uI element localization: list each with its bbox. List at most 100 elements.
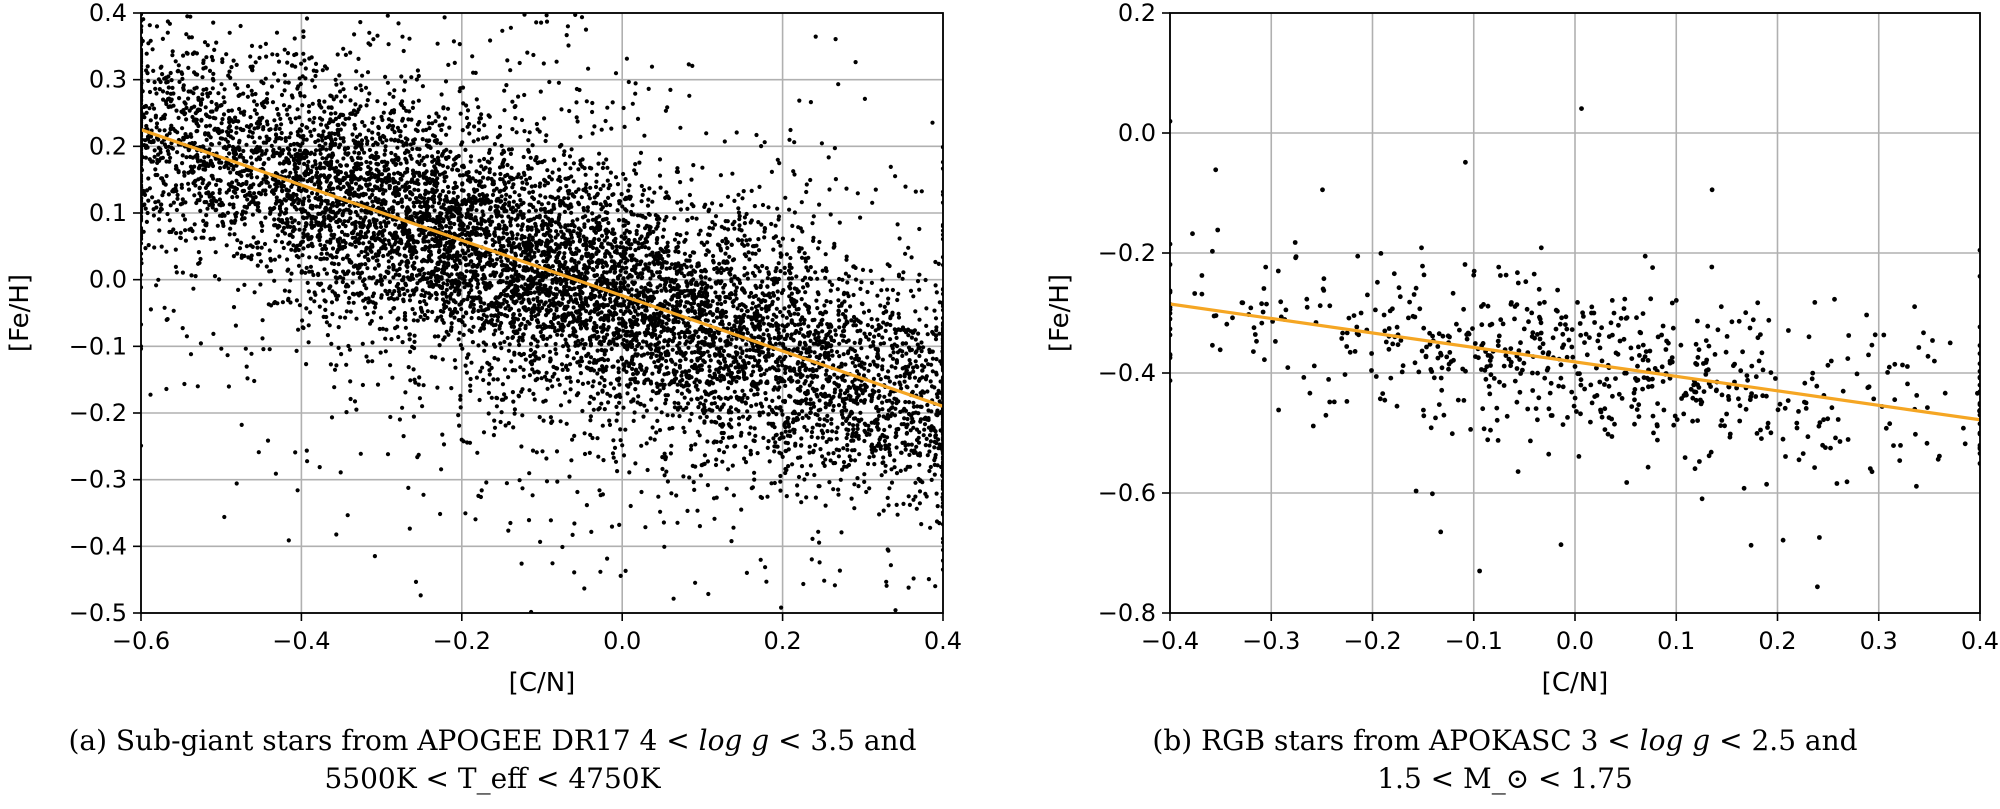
scatter-point (407, 337, 412, 342)
scatter-point (666, 253, 671, 258)
scatter-point (871, 454, 876, 459)
scatter-point (358, 451, 363, 456)
scatter-point (598, 569, 603, 574)
scatter-point (817, 417, 822, 422)
scatter-point (203, 65, 208, 70)
scatter-point (279, 130, 284, 136)
scatter-point (258, 282, 263, 287)
scatter-point (784, 315, 789, 320)
scatter-point (645, 203, 651, 208)
scatter-point (862, 366, 867, 371)
scatter-point (493, 296, 498, 301)
scatter-point (634, 228, 639, 234)
scatter-point (299, 61, 304, 66)
scatter-point (703, 252, 709, 257)
scatter-point (157, 128, 162, 133)
scatter-point (449, 321, 454, 326)
scatter-point (476, 127, 481, 132)
scatter-point (156, 217, 162, 222)
scatter-point (682, 304, 688, 309)
scatter-point (412, 204, 417, 209)
scatter-point (348, 379, 353, 384)
scatter-point (878, 341, 883, 346)
scatter-point (509, 165, 514, 170)
scatter-point (823, 266, 829, 271)
scatter-point (471, 139, 476, 144)
scatter-point (445, 165, 450, 170)
scatter-point (744, 342, 749, 347)
scatter-point (559, 229, 564, 234)
scatter-point (328, 111, 334, 116)
scatter-point (497, 323, 502, 328)
scatter-point (452, 157, 457, 162)
scatter-point (914, 383, 919, 389)
scatter-point (510, 335, 515, 340)
scatter-point (681, 425, 686, 430)
scatter-point (426, 271, 431, 276)
scatter-point (143, 145, 149, 150)
scatter-point (600, 217, 606, 222)
scatter-point (589, 529, 594, 535)
scatter-point (309, 133, 314, 138)
scatter-point (269, 84, 275, 89)
scatter-point (665, 343, 671, 348)
scatter-point (847, 454, 852, 459)
scatter-point (641, 414, 646, 419)
scatter-point (878, 377, 883, 382)
scatter-point (735, 306, 740, 311)
scatter-point (817, 560, 822, 565)
scatter-point (828, 458, 833, 463)
scatter-point (579, 254, 585, 259)
scatter-point (309, 191, 315, 196)
scatter-point (310, 164, 315, 169)
scatter-point (255, 245, 260, 250)
scatter-point (887, 424, 893, 429)
scatter-point (272, 278, 277, 283)
scatter-point (705, 483, 711, 488)
scatter-point (828, 300, 833, 305)
scatter-point (721, 290, 726, 295)
scatter-point (312, 299, 317, 304)
scatter-point (804, 189, 809, 195)
scatter-point (934, 290, 939, 295)
scatter-point (748, 451, 754, 456)
scatter-point (820, 329, 825, 334)
scatter-point (771, 293, 777, 298)
scatter-point (438, 141, 443, 146)
scatter-point (476, 137, 481, 142)
scatter-point (264, 148, 269, 153)
scatter-point (204, 213, 209, 218)
scatter-point (710, 226, 716, 231)
scatter-point (296, 221, 301, 226)
scatter-point (804, 495, 809, 500)
scatter-point (659, 410, 664, 415)
scatter-point (161, 190, 166, 195)
scatter-point (413, 579, 419, 585)
scatter-point (565, 354, 570, 359)
scatter-point (869, 428, 874, 433)
scatter-point (865, 355, 870, 360)
scatter-point (317, 465, 322, 470)
scatter-point (417, 194, 422, 199)
scatter-point (880, 407, 885, 412)
scatter-point (654, 353, 659, 358)
scatter-point (820, 385, 825, 390)
scatter-point (308, 296, 313, 301)
scatter-point (732, 389, 737, 394)
scatter-point (531, 196, 537, 202)
scatter-point (310, 78, 315, 83)
scatter-point (752, 426, 757, 431)
scatter-point (430, 169, 435, 174)
scatter-point (200, 92, 205, 97)
scatter-point (334, 82, 339, 87)
scatter-point (894, 445, 899, 450)
scatter-point (457, 258, 462, 263)
scatter-point (587, 450, 592, 455)
scatter-point (880, 357, 886, 362)
scatter-point (386, 259, 391, 264)
scatter-point (893, 434, 898, 440)
scatter-point (850, 379, 855, 384)
scatter-point (451, 190, 456, 195)
scatter-point (364, 103, 369, 108)
scatter-point (595, 348, 600, 353)
